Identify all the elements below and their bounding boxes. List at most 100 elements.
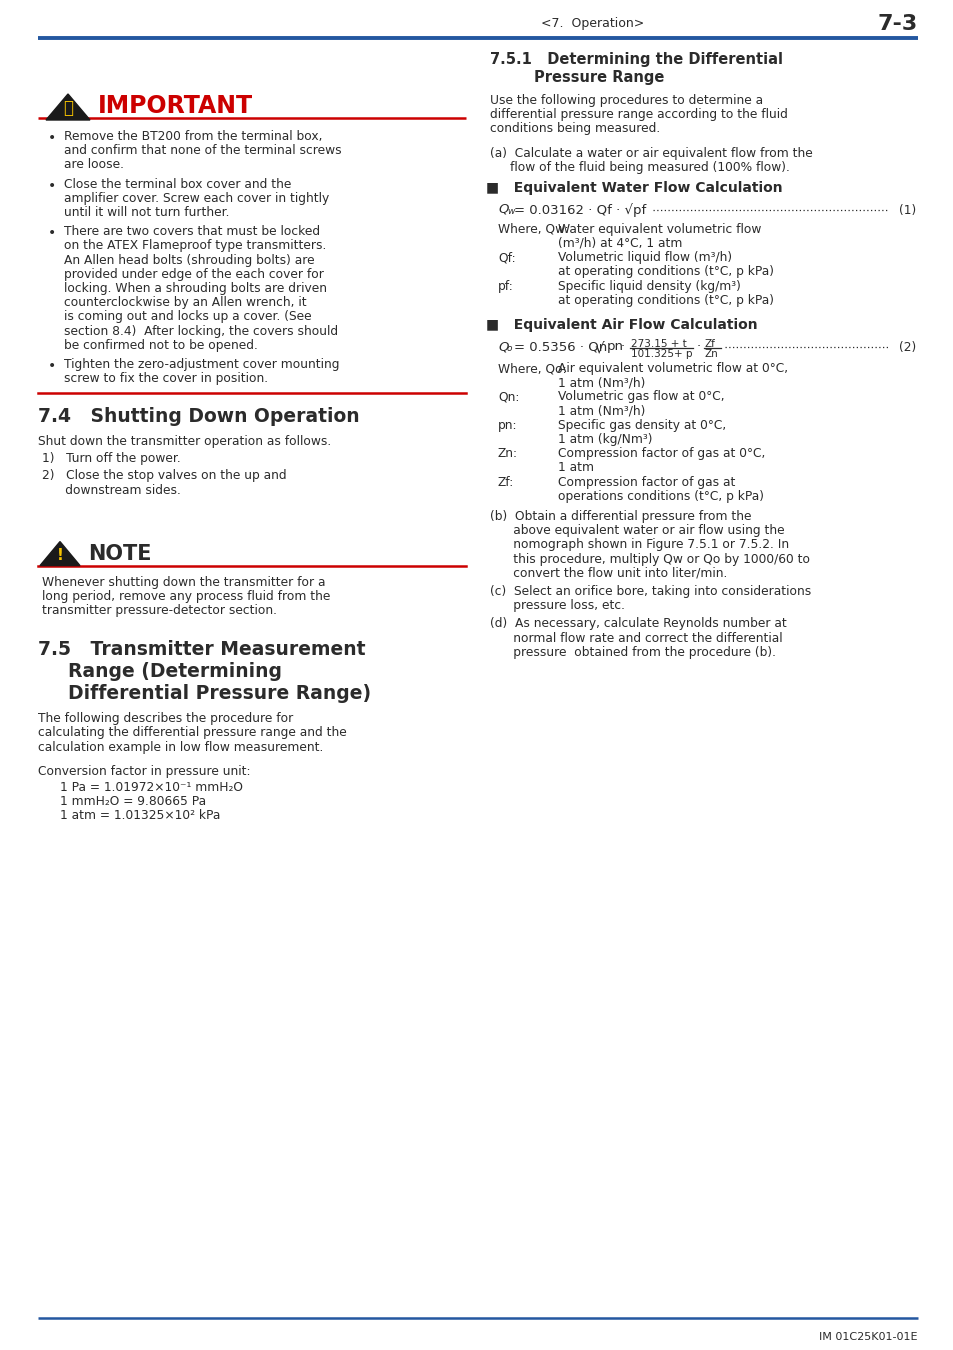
Text: downstream sides.: downstream sides.: [42, 483, 181, 497]
Text: nomograph shown in Figure 7.5.1 or 7.5.2. In: nomograph shown in Figure 7.5.1 or 7.5.2…: [490, 539, 788, 551]
Text: (1): (1): [898, 204, 915, 217]
Polygon shape: [40, 541, 80, 566]
Text: operations conditions (t°C, p kPa): operations conditions (t°C, p kPa): [558, 490, 763, 502]
Text: at operating conditions (t°C, p kPa): at operating conditions (t°C, p kPa): [558, 294, 773, 306]
Text: The following describes the procedure for: The following describes the procedure fo…: [38, 713, 293, 725]
Text: •: •: [48, 359, 56, 373]
Text: ■   Equivalent Water Flow Calculation: ■ Equivalent Water Flow Calculation: [485, 181, 781, 194]
Text: Water equivalent volumetric flow: Water equivalent volumetric flow: [558, 223, 760, 236]
Polygon shape: [46, 95, 90, 120]
Text: Conversion factor in pressure unit:: Conversion factor in pressure unit:: [38, 765, 251, 778]
Text: !: !: [56, 548, 63, 563]
Text: conditions being measured.: conditions being measured.: [490, 123, 659, 135]
Text: on the ATEX Flameproof type transmitters.: on the ATEX Flameproof type transmitters…: [64, 239, 326, 252]
Text: There are two covers that must be locked: There are two covers that must be locked: [64, 225, 320, 238]
Text: An Allen head bolts (shrouding bolts) are: An Allen head bolts (shrouding bolts) ar…: [64, 254, 314, 266]
Text: Shut down the transmitter operation as follows.: Shut down the transmitter operation as f…: [38, 436, 331, 448]
Text: ■   Equivalent Air Flow Calculation: ■ Equivalent Air Flow Calculation: [485, 319, 757, 332]
Text: IM 01C25K01-01E: IM 01C25K01-01E: [819, 1332, 917, 1342]
Text: Range (Determining: Range (Determining: [68, 663, 282, 682]
Text: Specific liquid density (kg/m³): Specific liquid density (kg/m³): [558, 279, 740, 293]
Text: (2): (2): [898, 342, 915, 354]
Text: (a)  Calculate a water or air equivalent flow from the: (a) Calculate a water or air equivalent …: [490, 147, 812, 159]
Text: 7.5.1   Determining the Differential: 7.5.1 Determining the Differential: [490, 53, 782, 68]
Text: 1 atm (Nm³/h): 1 atm (Nm³/h): [558, 377, 644, 389]
Text: at operating conditions (t°C, p kPa): at operating conditions (t°C, p kPa): [558, 266, 773, 278]
Text: 101.325+ p: 101.325+ p: [630, 350, 692, 359]
Text: flow of the fluid being measured (100% flow).: flow of the fluid being measured (100% f…: [510, 161, 789, 174]
Text: pn: pn: [606, 340, 623, 352]
Text: 1 atm = 1.01325×10² kPa: 1 atm = 1.01325×10² kPa: [60, 810, 220, 822]
Text: pressure  obtained from the procedure (b).: pressure obtained from the procedure (b)…: [490, 645, 775, 659]
Text: Where, Qw:: Where, Qw:: [497, 223, 568, 236]
Text: pressure loss, etc.: pressure loss, etc.: [490, 599, 624, 612]
Text: Pressure Range: Pressure Range: [534, 70, 663, 85]
Text: 1 mmH₂O = 9.80665 Pa: 1 mmH₂O = 9.80665 Pa: [60, 795, 206, 809]
Text: locking. When a shrouding bolts are driven: locking. When a shrouding bolts are driv…: [64, 282, 327, 296]
Text: 1 atm: 1 atm: [558, 462, 594, 474]
Text: Volumetric gas flow at 0°C,: Volumetric gas flow at 0°C,: [558, 390, 724, 404]
Text: Zf: Zf: [704, 339, 715, 350]
Text: long period, remove any process fluid from the: long period, remove any process fluid fr…: [42, 590, 330, 603]
Text: Q: Q: [497, 202, 508, 216]
Text: <7.  Operation>: <7. Operation>: [540, 18, 643, 31]
Text: (c)  Select an orifice bore, taking into considerations: (c) Select an orifice bore, taking into …: [490, 585, 810, 598]
Text: section 8.4)  After locking, the covers should: section 8.4) After locking, the covers s…: [64, 324, 337, 338]
Text: NOTE: NOTE: [88, 544, 152, 563]
Text: until it will not turn further.: until it will not turn further.: [64, 207, 230, 219]
Text: 1 Pa = 1.01972×10⁻¹ mmH₂O: 1 Pa = 1.01972×10⁻¹ mmH₂O: [60, 782, 243, 794]
Text: (m³/h) at 4°C, 1 atm: (m³/h) at 4°C, 1 atm: [558, 238, 681, 250]
Text: differential pressure range according to the fluid: differential pressure range according to…: [490, 108, 787, 122]
Text: and confirm that none of the terminal screws: and confirm that none of the terminal sc…: [64, 144, 341, 157]
Text: Whenever shutting down the transmitter for a: Whenever shutting down the transmitter f…: [42, 575, 325, 589]
Text: 1 atm (kg/Nm³): 1 atm (kg/Nm³): [558, 433, 652, 446]
Text: •: •: [48, 227, 56, 240]
Text: calculating the differential pressure range and the: calculating the differential pressure ra…: [38, 726, 346, 740]
Text: Tighten the zero-adjustment cover mounting: Tighten the zero-adjustment cover mounti…: [64, 358, 339, 371]
Text: Qf:: Qf:: [497, 251, 515, 265]
Text: Zf:: Zf:: [497, 475, 514, 489]
Text: Compression factor of gas at 0°C,: Compression factor of gas at 0°C,: [558, 447, 764, 460]
Text: provided under edge of the each cover for: provided under edge of the each cover fo…: [64, 267, 323, 281]
Text: convert the flow unit into liter/min.: convert the flow unit into liter/min.: [490, 567, 726, 579]
Text: is coming out and locks up a cover. (See: is coming out and locks up a cover. (See: [64, 310, 312, 324]
Text: amplifier cover. Screw each cover in tightly: amplifier cover. Screw each cover in tig…: [64, 192, 329, 205]
Text: are loose.: are loose.: [64, 158, 124, 171]
Text: 273.15 + t: 273.15 + t: [630, 339, 686, 350]
Text: Use the following procedures to determine a: Use the following procedures to determin…: [490, 95, 762, 107]
Text: this procedure, multiply Qw or Qo by 1000/60 to: this procedure, multiply Qw or Qo by 100…: [490, 552, 809, 566]
Text: Differential Pressure Range): Differential Pressure Range): [68, 684, 371, 703]
Text: ·: ·: [620, 340, 624, 352]
Text: = 0.5356 · Qn: = 0.5356 · Qn: [514, 340, 611, 352]
Text: normal flow rate and correct the differential: normal flow rate and correct the differe…: [490, 632, 781, 644]
Text: pn:: pn:: [497, 418, 517, 432]
Text: o: o: [506, 344, 512, 352]
Text: 7-3: 7-3: [877, 14, 917, 34]
Text: •: •: [48, 131, 56, 144]
Text: Where, Qo:: Where, Qo:: [497, 362, 566, 375]
Text: pf:: pf:: [497, 279, 514, 293]
Text: IMPORTANT: IMPORTANT: [98, 95, 253, 117]
Text: •: •: [48, 178, 56, 193]
Text: w: w: [506, 207, 514, 216]
Text: Zn:: Zn:: [497, 447, 517, 460]
Text: Q: Q: [497, 340, 508, 352]
Text: calculation example in low flow measurement.: calculation example in low flow measurem…: [38, 741, 323, 753]
Text: Volumetric liquid flow (m³/h): Volumetric liquid flow (m³/h): [558, 251, 731, 265]
Text: (d)  As necessary, calculate Reynolds number at: (d) As necessary, calculate Reynolds num…: [490, 617, 786, 630]
Text: Compression factor of gas at: Compression factor of gas at: [558, 475, 735, 489]
Text: 1)   Turn off the power.: 1) Turn off the power.: [42, 452, 180, 466]
Text: Air equivalent volumetric flow at 0°C,: Air equivalent volumetric flow at 0°C,: [558, 362, 787, 375]
Text: (b)  Obtain a differential pressure from the: (b) Obtain a differential pressure from …: [490, 510, 751, 522]
Text: Remove the BT200 from the terminal box,: Remove the BT200 from the terminal box,: [64, 130, 322, 143]
Text: √: √: [595, 340, 604, 355]
Text: 1 atm (Nm³/h): 1 atm (Nm³/h): [558, 405, 644, 417]
Text: Zn: Zn: [704, 350, 718, 359]
Text: transmitter pressure-detector section.: transmitter pressure-detector section.: [42, 603, 276, 617]
Text: above equivalent water or air flow using the: above equivalent water or air flow using…: [490, 524, 783, 537]
Text: 7.4   Shutting Down Operation: 7.4 Shutting Down Operation: [38, 408, 359, 427]
Text: screw to fix the cover in position.: screw to fix the cover in position.: [64, 373, 268, 385]
Text: ·: ·: [697, 340, 700, 352]
Text: 7.5   Transmitter Measurement: 7.5 Transmitter Measurement: [38, 640, 365, 659]
Text: Qn:: Qn:: [497, 390, 518, 404]
